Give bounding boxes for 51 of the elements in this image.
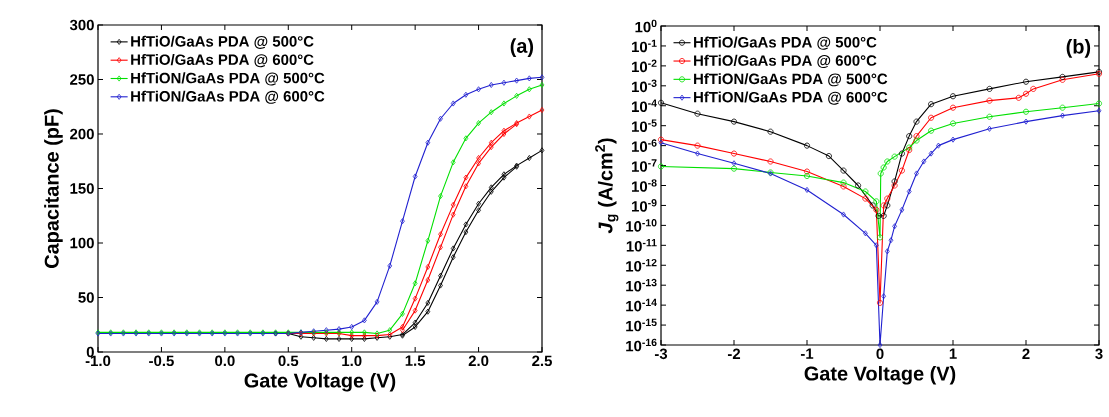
y-tick-label: 10$^{-7}$ xyxy=(632,159,657,172)
y-tick-label: 10$^{-3}$ xyxy=(632,79,657,93)
y-tick-label: 10$^{-9}$ xyxy=(632,199,657,212)
legend-label: HfTiO/GaAs PDA @ 600°C xyxy=(694,54,877,69)
y-tick-label: 10$^{-8}$ xyxy=(632,179,657,192)
y-tick-label: 10$^{-2}$ xyxy=(632,59,657,73)
legend-label: HfTiO/GaAs PDA @ 500°C xyxy=(131,35,314,49)
y-tick-label: 50 xyxy=(78,292,94,303)
legend-label: HfTiO/GaAs PDA @ 500°C xyxy=(694,36,877,50)
x-tick-label: 1.0 xyxy=(342,355,362,367)
y-axis-title: J$_{g}$ (A/cm$^{2}$) xyxy=(595,138,619,234)
y-tick-label: 10$^{-11}$ xyxy=(626,239,657,252)
y-tick-label: 300 xyxy=(69,19,94,31)
x-tick-label: 0.0 xyxy=(215,355,235,367)
x-tick-label: -1 xyxy=(800,348,814,359)
y-tick-label: 10$^{0}$ xyxy=(635,19,657,33)
annotation: (b) xyxy=(1066,39,1091,58)
x-tick-label: 0.5 xyxy=(278,355,299,367)
y-tick-label: 100 xyxy=(70,237,94,249)
legend-label: HfTiON/GaAs PDA @ 600°C xyxy=(694,91,888,105)
annotation: (a) xyxy=(510,38,534,57)
x-tick-label: 0 xyxy=(876,348,884,360)
x-tick-label: -2 xyxy=(727,348,741,359)
y-tick-label: 10$^{-15}$ xyxy=(626,318,657,332)
y-tick-label: 10$^{-12}$ xyxy=(626,258,657,272)
y-tick-label: 10$^{-13}$ xyxy=(626,278,657,292)
y-tick-label: 10$^{-10}$ xyxy=(626,219,657,232)
legend-label: HfTiON/GaAs PDA @ 500°C xyxy=(694,73,888,87)
x-tick-label: 1 xyxy=(949,348,957,359)
x-tick-label: 3 xyxy=(1095,348,1103,360)
y-tick-label: 10$^{-6}$ xyxy=(632,139,657,152)
x-tick-label: -3 xyxy=(654,348,668,360)
legend-label: HfTiO/GaAs PDA @ 600°C xyxy=(131,54,314,68)
y-tick-label: 200 xyxy=(70,128,94,140)
y-tick-label: 10$^{-14}$ xyxy=(626,298,657,312)
legend-label: HfTiON/GaAs PDA @ 500°C xyxy=(131,72,325,86)
x-tick-label: -0.5 xyxy=(149,355,174,367)
y-tick-label: 10$^{-5}$ xyxy=(632,119,657,132)
x-tick-label: 2 xyxy=(1022,348,1030,359)
legend-label: HfTiON/GaAs PDA @ 600°C xyxy=(131,90,325,104)
y-tick-label: 150 xyxy=(70,183,94,194)
x-axis-title: Gate Voltage (V) xyxy=(244,372,396,392)
x-tick-label: 2.5 xyxy=(532,355,552,367)
y-tick-label: 10$^{-16}$ xyxy=(626,338,657,352)
x-tick-label: 1.5 xyxy=(405,355,426,366)
y-tick-label: 10$^{-1}$ xyxy=(632,39,657,53)
x-tick-label: 2.0 xyxy=(468,355,489,367)
x-axis-title: Gate Voltage (V) xyxy=(804,365,956,385)
y-tick-label: 250 xyxy=(70,74,94,85)
y-tick-label: 10$^{-4}$ xyxy=(632,99,657,113)
y-axis-title: Capacitance (pF) xyxy=(44,109,63,268)
